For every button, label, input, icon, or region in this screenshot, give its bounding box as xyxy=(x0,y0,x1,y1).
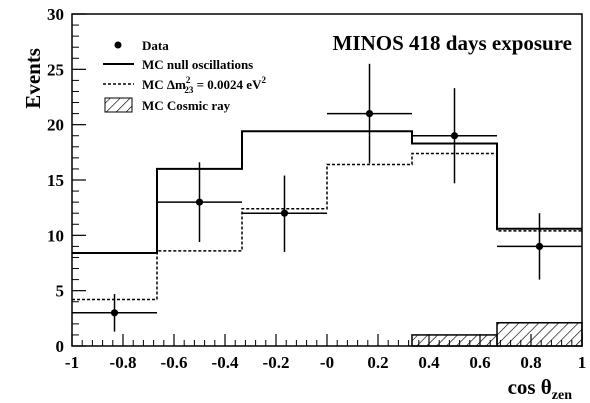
data-point xyxy=(535,242,544,250)
y-tick-label: 10 xyxy=(47,226,64,245)
data-point xyxy=(110,309,119,317)
data-point xyxy=(365,110,374,118)
x-axis: -1 -0.8 -0.6 -0.4 -0.2 -0 0.2 0.4 0.6 0.8 1 xyxy=(65,334,586,372)
chart-title: MINOS 418 days exposure xyxy=(333,31,572,55)
data-point xyxy=(195,198,204,206)
y-tick-label: 5 xyxy=(56,282,65,301)
legend-data-marker xyxy=(114,41,122,49)
x-tick-label: -0.8 xyxy=(110,353,137,372)
y-tick-label: 30 xyxy=(47,5,64,24)
x-axis-label: cos θzen xyxy=(508,375,573,403)
x-tick-label: 1 xyxy=(578,353,587,372)
x-tick-label: -0 xyxy=(320,353,334,372)
y-axis: 0 5 10 15 20 25 30 xyxy=(47,5,86,356)
cosmic-bin xyxy=(496,322,583,347)
legend-null-label: MC null oscillations xyxy=(142,57,253,72)
legend: Data MC null oscillations MC Δm2 23 = 0.0… xyxy=(103,38,266,113)
y-tick-label: 25 xyxy=(47,60,64,79)
x-tick-label: 0.2 xyxy=(367,353,388,372)
data-point xyxy=(450,132,459,140)
data-points xyxy=(72,63,582,332)
y-tick-label: 20 xyxy=(47,116,64,135)
cosmic-ray-histogram xyxy=(411,322,583,347)
x-tick-label: -0.4 xyxy=(212,353,239,372)
legend-data-label: Data xyxy=(142,38,169,53)
x-tick-label: 0.6 xyxy=(469,353,490,372)
mc-oscillation-line xyxy=(72,152,582,301)
x-tick-label: -1 xyxy=(65,353,79,372)
legend-osc-label: MC Δm2 23 = 0.0024 eV2 xyxy=(142,75,266,95)
y-tick-label: 15 xyxy=(47,171,64,190)
x-tick-label: -0.2 xyxy=(263,353,290,372)
data-point xyxy=(280,209,289,217)
x-tick-label: 0.8 xyxy=(520,353,541,372)
x-tick-label: 0.4 xyxy=(418,353,440,372)
y-tick-label: 0 xyxy=(56,337,65,356)
x-tick-label: -0.6 xyxy=(161,353,188,372)
legend-cosmic-swatch xyxy=(104,97,133,113)
legend-cosmic-label: MC Cosmic ray xyxy=(142,98,231,113)
cosmic-bin xyxy=(411,334,498,347)
mc-null-oscillations-line xyxy=(72,130,582,255)
y-axis-label: Events xyxy=(21,48,45,109)
